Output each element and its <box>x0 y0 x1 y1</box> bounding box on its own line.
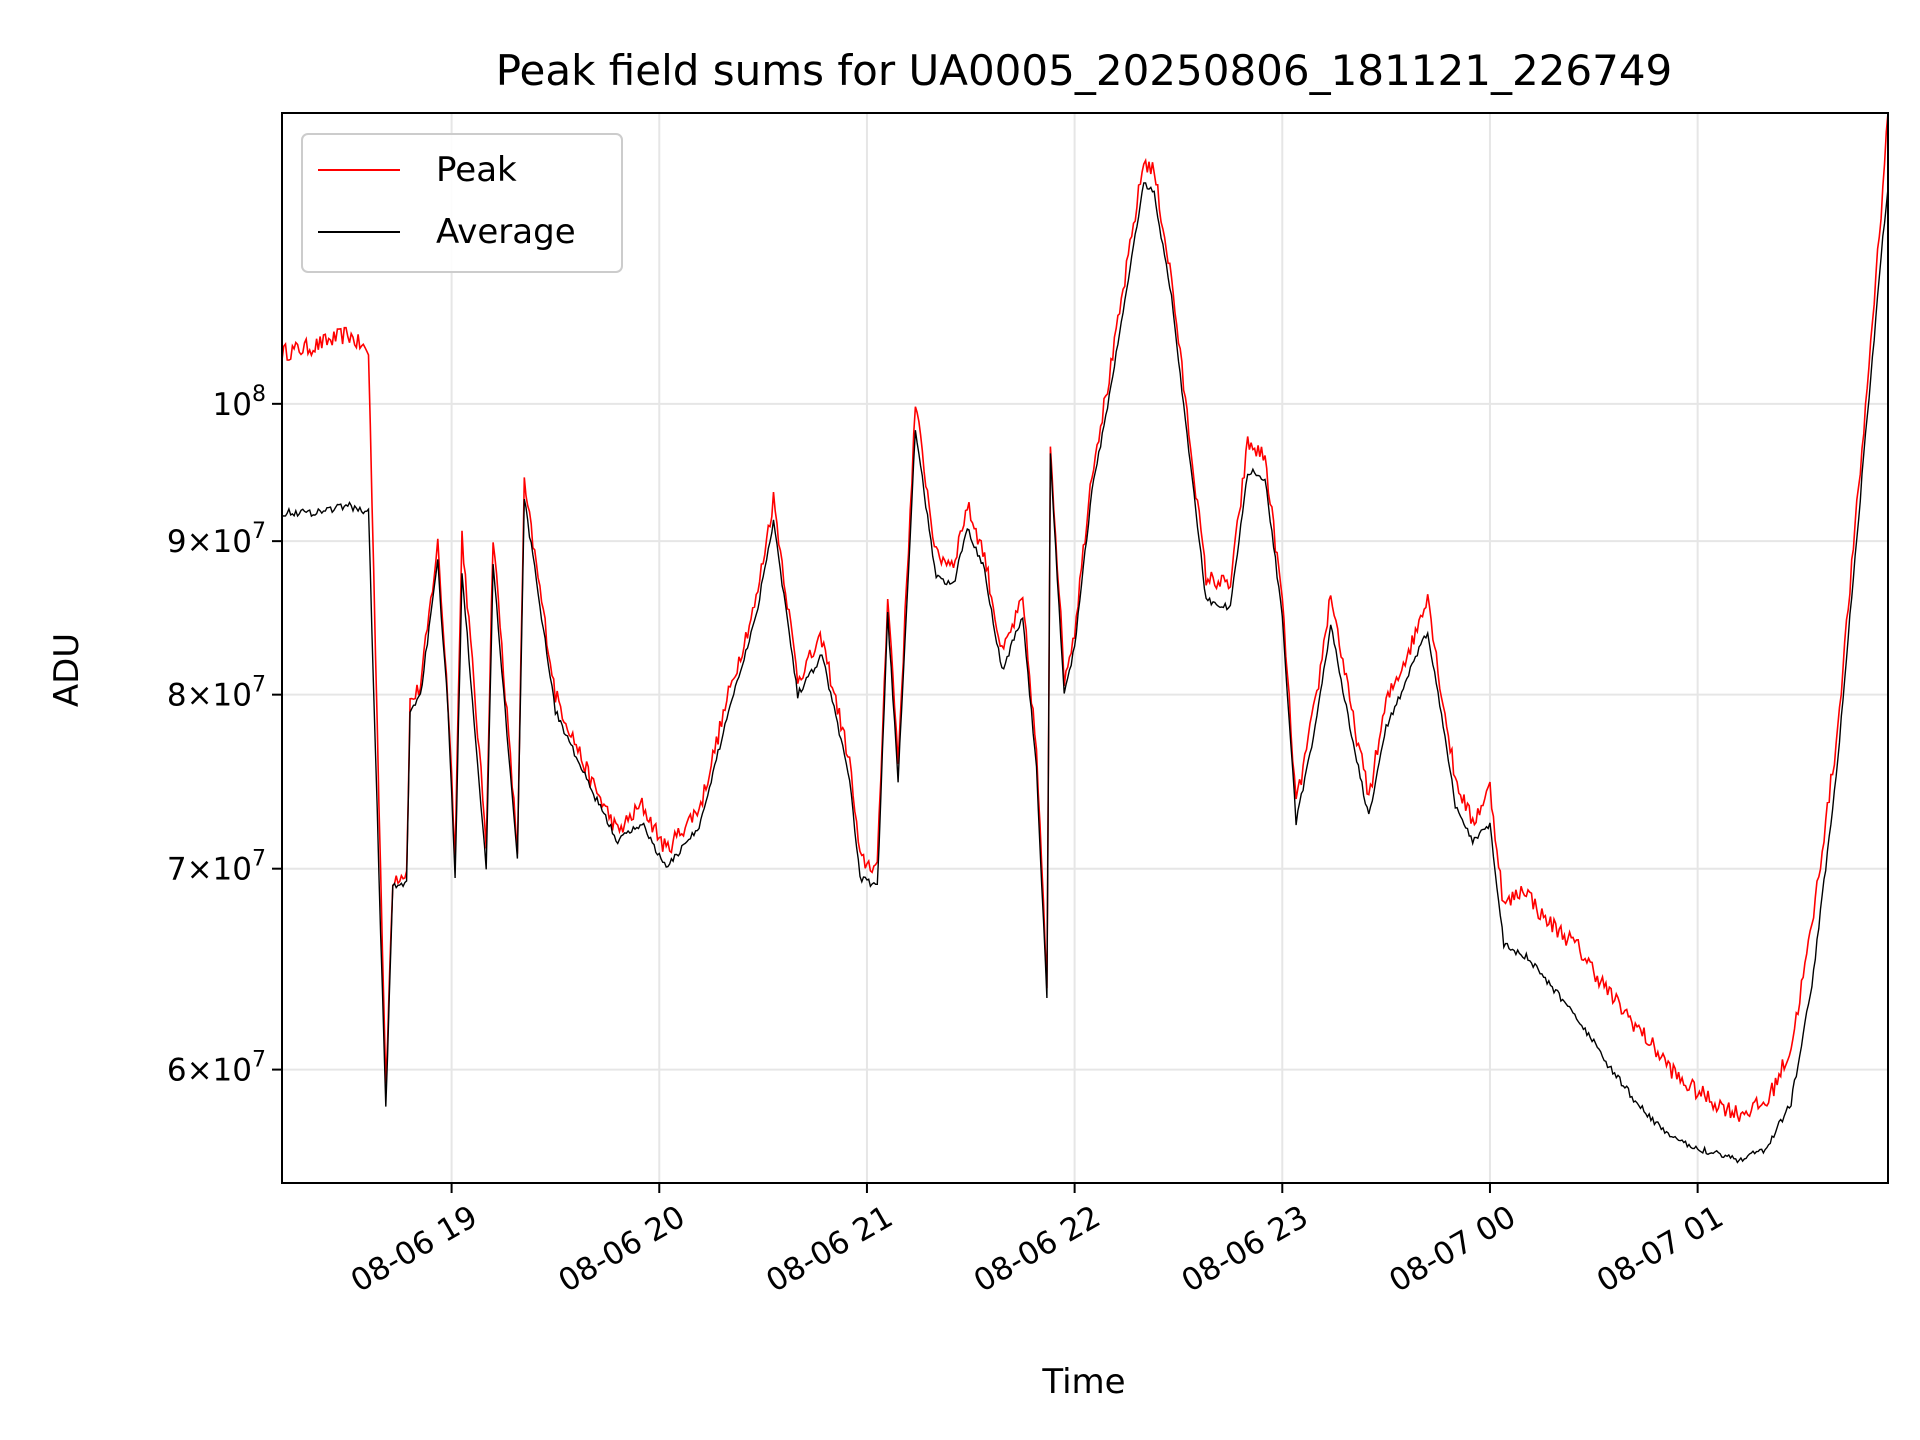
legend: Peak Average <box>301 133 623 273</box>
y-tick-label-2: 8×107 <box>167 673 266 714</box>
y-tick-label-1: 7×107 <box>167 847 266 888</box>
y-tick-label-0: 6×107 <box>167 1048 266 1089</box>
series-line-peak <box>282 113 1888 1122</box>
x-axis-label: Time <box>1041 1362 1125 1402</box>
legend-label-peak: Peak <box>436 150 517 190</box>
axes-frame <box>281 112 1889 1184</box>
y-tick-label-3: 9×107 <box>167 519 266 560</box>
legend-label-average: Average <box>436 212 576 252</box>
series-line-average <box>282 182 1888 1164</box>
y-axis-label: ADU <box>47 633 87 707</box>
y-tick-label-4: 108 <box>213 382 266 423</box>
chart-title: Peak field sums for UA0005_20250806_1811… <box>496 46 1673 95</box>
legend-box <box>301 133 623 273</box>
